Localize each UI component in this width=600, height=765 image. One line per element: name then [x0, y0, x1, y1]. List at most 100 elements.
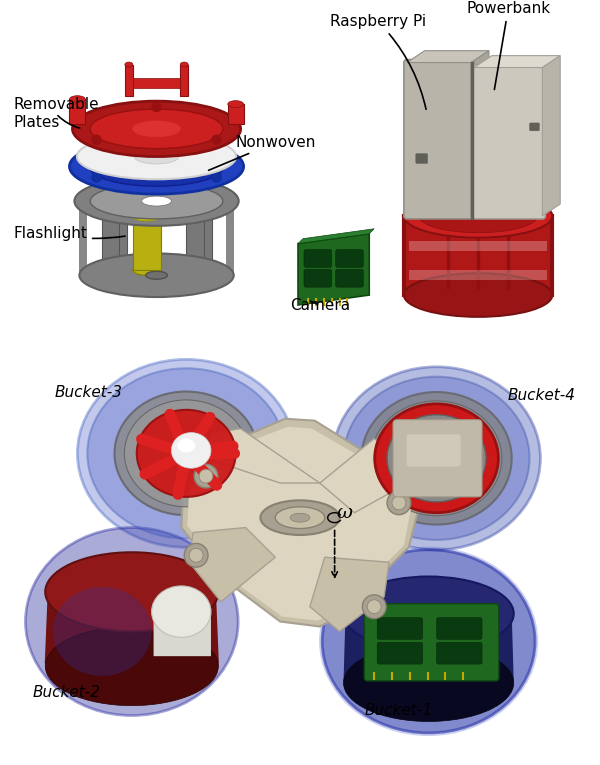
- Text: Raspberry Pi: Raspberry Pi: [329, 14, 426, 109]
- Text: Bucket-1: Bucket-1: [364, 703, 433, 718]
- Polygon shape: [471, 50, 489, 216]
- Polygon shape: [133, 216, 161, 270]
- Ellipse shape: [107, 265, 129, 275]
- Polygon shape: [45, 592, 219, 663]
- Circle shape: [189, 549, 203, 562]
- FancyBboxPatch shape: [407, 435, 460, 466]
- Polygon shape: [194, 211, 212, 270]
- Polygon shape: [310, 557, 389, 631]
- Text: Removable
Plates: Removable Plates: [13, 97, 99, 130]
- Polygon shape: [474, 56, 560, 67]
- Ellipse shape: [124, 400, 248, 506]
- Ellipse shape: [275, 506, 325, 529]
- Polygon shape: [228, 104, 244, 124]
- Polygon shape: [189, 528, 275, 602]
- Ellipse shape: [260, 500, 340, 535]
- Polygon shape: [125, 64, 133, 96]
- Ellipse shape: [45, 552, 218, 631]
- Ellipse shape: [130, 158, 184, 175]
- Polygon shape: [344, 614, 514, 681]
- Ellipse shape: [142, 196, 172, 206]
- Ellipse shape: [74, 177, 239, 226]
- Polygon shape: [542, 56, 560, 216]
- FancyBboxPatch shape: [335, 249, 364, 267]
- Text: Powerbank: Powerbank: [466, 1, 550, 90]
- Ellipse shape: [77, 360, 295, 547]
- Ellipse shape: [125, 62, 133, 67]
- Ellipse shape: [180, 62, 188, 67]
- Circle shape: [392, 496, 406, 509]
- Ellipse shape: [322, 550, 535, 733]
- FancyBboxPatch shape: [377, 643, 422, 664]
- Circle shape: [387, 491, 411, 515]
- Polygon shape: [180, 64, 188, 96]
- Ellipse shape: [133, 211, 161, 221]
- Polygon shape: [79, 201, 87, 275]
- Ellipse shape: [133, 121, 180, 137]
- Ellipse shape: [70, 96, 85, 103]
- Ellipse shape: [137, 410, 236, 497]
- Ellipse shape: [172, 441, 201, 466]
- Circle shape: [184, 543, 208, 567]
- FancyBboxPatch shape: [393, 420, 482, 497]
- Polygon shape: [187, 211, 204, 270]
- Circle shape: [92, 135, 101, 145]
- FancyBboxPatch shape: [335, 269, 364, 287]
- Polygon shape: [70, 99, 85, 124]
- Circle shape: [362, 595, 386, 619]
- Ellipse shape: [115, 392, 258, 515]
- Ellipse shape: [344, 577, 514, 651]
- FancyBboxPatch shape: [437, 643, 482, 664]
- FancyBboxPatch shape: [304, 249, 332, 267]
- Polygon shape: [109, 211, 127, 270]
- Ellipse shape: [90, 184, 223, 219]
- Ellipse shape: [361, 392, 512, 525]
- Text: Nonwoven: Nonwoven: [209, 135, 316, 171]
- Text: Bucket-2: Bucket-2: [33, 685, 101, 700]
- Ellipse shape: [133, 211, 161, 221]
- FancyBboxPatch shape: [404, 60, 474, 219]
- Polygon shape: [226, 201, 234, 275]
- Ellipse shape: [90, 109, 223, 148]
- Circle shape: [199, 469, 213, 483]
- Polygon shape: [298, 234, 369, 305]
- Ellipse shape: [387, 415, 486, 502]
- Circle shape: [212, 172, 221, 182]
- Ellipse shape: [25, 528, 238, 715]
- Text: Bucket-4: Bucket-4: [508, 389, 576, 403]
- Ellipse shape: [45, 627, 218, 705]
- Ellipse shape: [70, 138, 244, 194]
- FancyBboxPatch shape: [377, 617, 422, 640]
- Polygon shape: [409, 270, 547, 280]
- Text: Flashlight: Flashlight: [13, 226, 125, 241]
- Circle shape: [194, 464, 218, 488]
- Ellipse shape: [374, 404, 499, 513]
- Ellipse shape: [133, 265, 161, 275]
- Polygon shape: [320, 438, 407, 513]
- Ellipse shape: [73, 101, 241, 157]
- Circle shape: [152, 140, 161, 150]
- Polygon shape: [187, 427, 411, 620]
- Ellipse shape: [87, 368, 285, 539]
- Ellipse shape: [134, 149, 179, 164]
- Circle shape: [152, 103, 161, 112]
- Ellipse shape: [146, 272, 167, 279]
- Ellipse shape: [344, 376, 530, 540]
- FancyBboxPatch shape: [530, 123, 539, 131]
- Text: Bucket-3: Bucket-3: [55, 385, 122, 399]
- Ellipse shape: [332, 366, 541, 550]
- Polygon shape: [404, 216, 552, 295]
- Ellipse shape: [419, 199, 538, 233]
- Polygon shape: [298, 229, 374, 243]
- Circle shape: [367, 600, 381, 614]
- Ellipse shape: [371, 401, 502, 516]
- Ellipse shape: [321, 549, 536, 734]
- Ellipse shape: [344, 644, 514, 721]
- Polygon shape: [133, 78, 180, 88]
- Ellipse shape: [184, 265, 206, 275]
- Polygon shape: [407, 50, 489, 63]
- Ellipse shape: [172, 432, 211, 468]
- Polygon shape: [101, 211, 119, 270]
- FancyBboxPatch shape: [416, 154, 428, 164]
- Polygon shape: [409, 241, 547, 251]
